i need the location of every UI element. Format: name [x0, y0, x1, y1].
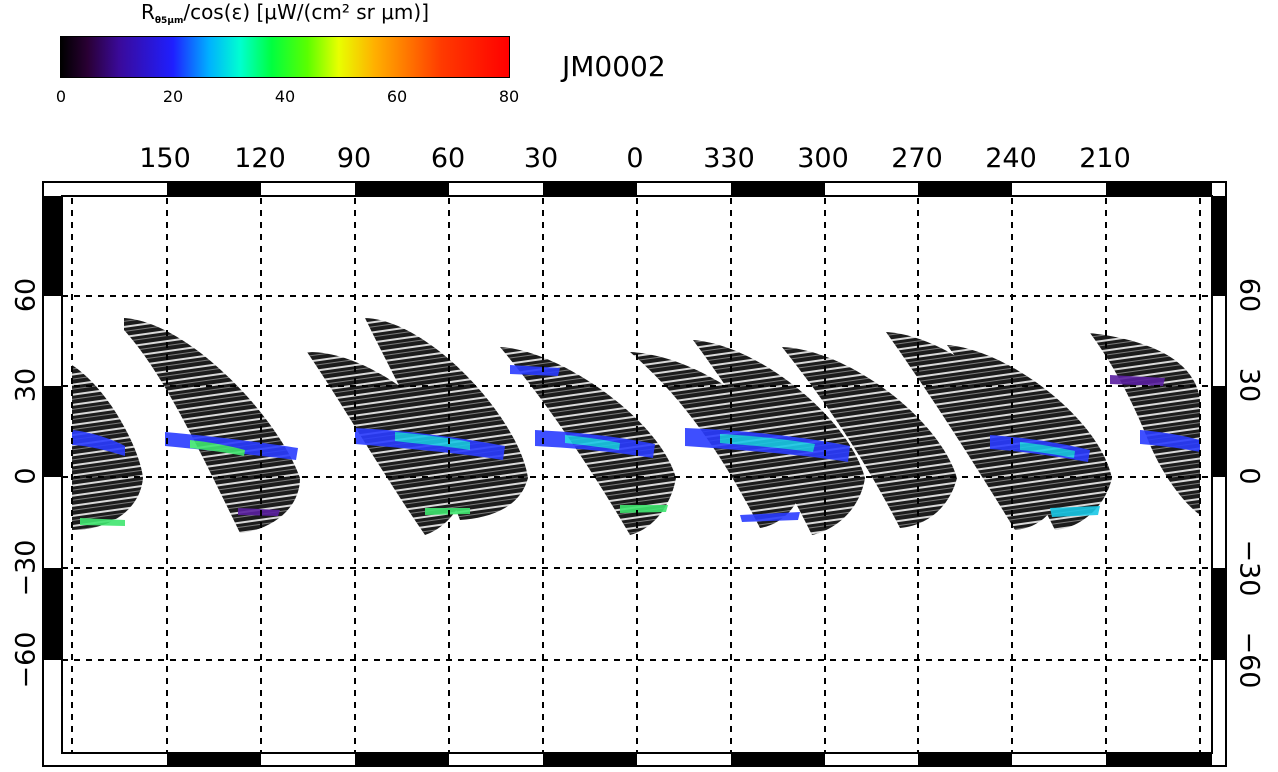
graticule [62, 198, 1212, 753]
swath [947, 345, 1112, 530]
colorbar-title: Rθ5μm/cos(ε) [μW/(cm² sr μm)] [140, 0, 430, 26]
longitude-label: 0 [626, 143, 644, 174]
longitude-label: 60 [430, 143, 466, 174]
bright-band [72, 365, 1200, 526]
colorbar-tick: 60 [386, 87, 408, 106]
swath [365, 318, 528, 520]
longitude-label: 240 [985, 143, 1037, 174]
longitude-label: 90 [336, 143, 372, 174]
swath [886, 332, 1060, 530]
colorbar-tick: 0 [55, 87, 67, 106]
colorbar-tick: 40 [274, 87, 296, 106]
longitude-label: 330 [703, 143, 755, 174]
map-code: JM0002 [562, 50, 666, 83]
longitude-label: 120 [234, 143, 286, 174]
colorbar [60, 36, 510, 78]
frame-bars-vertical [43, 196, 1226, 660]
swath [1090, 333, 1200, 515]
observation-swaths [72, 318, 1200, 535]
longitude-label: 210 [1079, 143, 1131, 174]
frame-bars-horizontal [167, 182, 1212, 766]
longitude-label: 270 [891, 143, 943, 174]
colorbar-tick: 80 [498, 87, 520, 106]
longitude-label: 30 [523, 143, 559, 174]
longitude-label: 150 [139, 143, 191, 174]
colorbar-tick: 20 [162, 87, 184, 106]
longitude-label: 300 [797, 143, 849, 174]
